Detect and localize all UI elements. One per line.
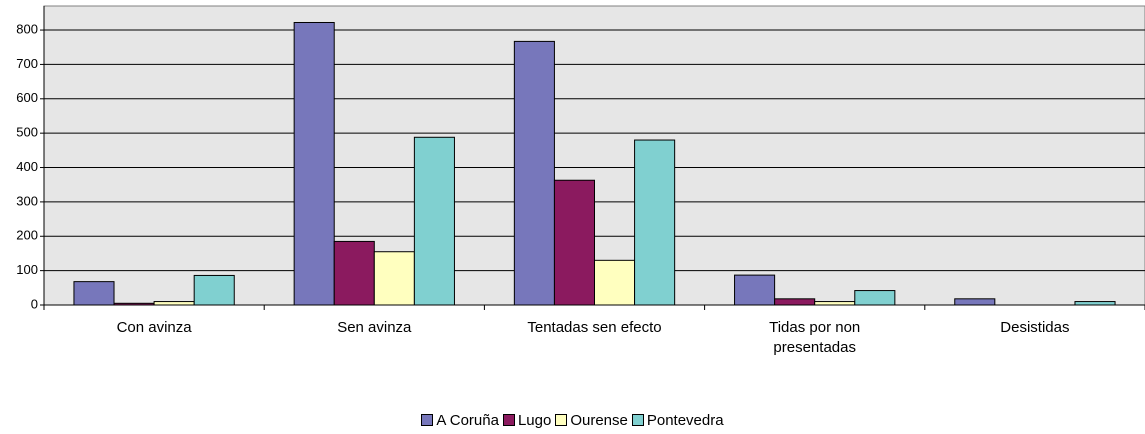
bar — [814, 301, 856, 306]
y-tick-label: 700 — [16, 56, 38, 71]
legend-item: Pontevedra — [631, 412, 724, 429]
bar — [293, 21, 335, 306]
bar — [734, 274, 776, 306]
bar — [594, 259, 636, 306]
legend: A Coruña Lugo Ourense Pontevedra — [0, 412, 1145, 429]
x-tick-label: Sen avinza — [337, 319, 412, 336]
bar — [854, 290, 896, 306]
y-tick-label: 800 — [16, 21, 38, 36]
bar — [553, 179, 595, 306]
y-tick-label: 0 — [31, 296, 38, 311]
bar — [73, 281, 115, 306]
legend-label: Ourense — [570, 412, 628, 429]
legend-item: Lugo — [502, 412, 552, 429]
y-tick-label: 400 — [16, 159, 38, 174]
y-tick-label: 100 — [16, 262, 38, 277]
bar — [373, 251, 415, 306]
x-tick-label: Desistidas — [1000, 319, 1070, 336]
bar — [513, 40, 555, 306]
legend-item: Ourense — [555, 412, 628, 429]
bar — [193, 274, 235, 306]
bar — [774, 298, 816, 306]
y-tick-label: 500 — [16, 125, 38, 140]
legend-label: A Coruña — [436, 412, 499, 429]
legend-item: A Coruña — [421, 412, 499, 429]
y-tick-label: 600 — [16, 90, 38, 105]
legend-swatch — [631, 414, 644, 426]
bar — [153, 301, 195, 306]
x-tick-label: Con avinza — [116, 319, 192, 336]
x-tick-label: Tentadas sen efecto — [527, 319, 662, 336]
legend-swatch — [502, 414, 515, 426]
legend-swatch — [555, 414, 568, 426]
legend-swatch — [421, 414, 434, 426]
x-tick-label: Tidas por non presentadas — [769, 319, 861, 356]
bar — [413, 136, 455, 306]
bar — [954, 298, 996, 306]
legend-label: Pontevedra — [646, 412, 724, 429]
legend-label: Lugo — [517, 412, 552, 429]
bar — [333, 240, 375, 306]
y-tick-label: 200 — [16, 228, 38, 243]
bar — [1074, 301, 1116, 306]
bar — [634, 139, 676, 306]
y-tick-label: 300 — [16, 193, 38, 208]
